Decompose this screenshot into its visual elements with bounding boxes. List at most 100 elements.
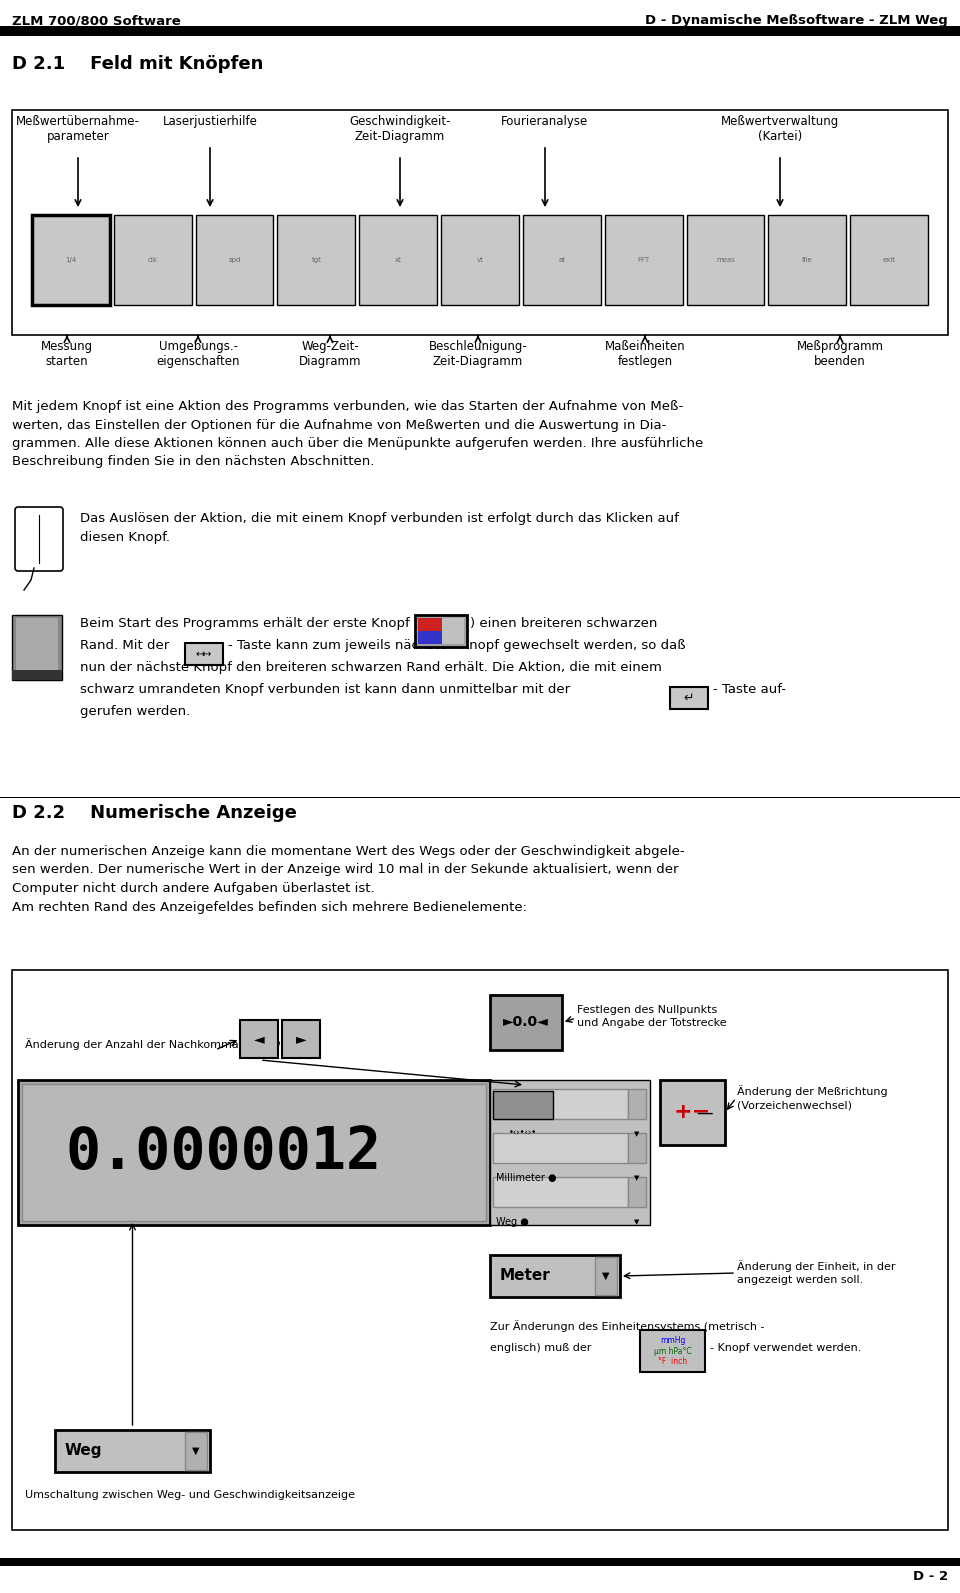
Text: °F  inch: °F inch: [658, 1357, 687, 1367]
Bar: [418, 618, 442, 631]
Text: mmHg: mmHg: [660, 1337, 685, 1344]
Text: schwarz umrandeten Knopf verbunden ist kann dann unmittelbar mit der: schwarz umrandeten Knopf verbunden ist k…: [80, 683, 570, 696]
Text: µm hPa°C: µm hPa°C: [654, 1346, 691, 1356]
Text: file: file: [802, 256, 813, 263]
Text: englisch) muß der: englisch) muß der: [490, 1343, 591, 1352]
Bar: [0, 1558, 960, 1566]
Bar: [851, 215, 928, 304]
Text: D - 2: D - 2: [913, 1571, 948, 1583]
Text: Geschwindigkeit-
Zeit-Diagramm: Geschwindigkeit- Zeit-Diagramm: [349, 115, 451, 143]
Text: Maßeinheiten
festlegen: Maßeinheiten festlegen: [605, 339, 685, 368]
Text: Änderung der Einheit, in der
angezeigt werden soll.: Änderung der Einheit, in der angezeigt w…: [737, 1260, 896, 1286]
Text: ◄: ◄: [253, 1032, 264, 1047]
Text: +−: +−: [674, 1102, 711, 1123]
Text: xt: xt: [395, 256, 401, 263]
Bar: [493, 1090, 628, 1118]
Bar: [12, 615, 62, 680]
Text: Weg: Weg: [65, 1443, 103, 1459]
Text: D - Dynamische Meßsoftware - ZLM Weg: D - Dynamische Meßsoftware - ZLM Weg: [645, 14, 948, 27]
Text: Beschleunigung-
Zeit-Diagramm: Beschleunigung- Zeit-Diagramm: [428, 339, 527, 368]
Text: Festlegen des Nullpunkts
und Angabe der Totstrecke: Festlegen des Nullpunkts und Angabe der …: [577, 1005, 727, 1027]
Text: ↤↦: ↤↦: [196, 648, 212, 660]
Text: ▼: ▼: [192, 1446, 200, 1456]
FancyBboxPatch shape: [15, 507, 63, 570]
Text: - Taste kann zum jeweils nächsten Knopf gewechselt werden, so daß: - Taste kann zum jeweils nächsten Knopf …: [228, 639, 685, 652]
Bar: [0, 25, 960, 37]
Bar: [523, 215, 601, 304]
Bar: [628, 1177, 646, 1207]
Text: ) einen breiteren schwarzen: ) einen breiteren schwarzen: [470, 616, 658, 629]
Text: - Taste auf-: - Taste auf-: [713, 683, 786, 696]
Text: Änderung der Meßrichtung
(Vorzeichenwechsel): Änderung der Meßrichtung (Vorzeichenwech…: [737, 1085, 888, 1110]
Text: Das Auslösen der Aktion, die mit einem Knopf verbunden ist erfolgt durch das Kli: Das Auslösen der Aktion, die mit einem K…: [80, 511, 679, 543]
Bar: [493, 1177, 628, 1207]
Text: D 2.2    Numerische Anzeige: D 2.2 Numerische Anzeige: [12, 804, 297, 822]
Bar: [670, 687, 708, 709]
Bar: [16, 618, 58, 677]
Text: ►: ►: [296, 1032, 306, 1047]
Text: ▼: ▼: [635, 1219, 639, 1225]
Text: ▼: ▼: [635, 1131, 639, 1137]
Bar: [55, 1431, 210, 1472]
Bar: [185, 644, 223, 664]
Bar: [490, 1080, 650, 1225]
Text: ZLM 700/800 Software: ZLM 700/800 Software: [12, 14, 180, 27]
Bar: [32, 215, 109, 304]
Bar: [12, 110, 948, 335]
Text: Umschaltung zwischen Weg- und Geschwindigkeitsanzeige: Umschaltung zwischen Weg- und Geschwindi…: [25, 1489, 355, 1501]
Text: 1/4: 1/4: [65, 256, 77, 263]
Text: 0.0000012: 0.0000012: [66, 1125, 382, 1180]
Text: Millimeter ●: Millimeter ●: [496, 1172, 557, 1184]
Bar: [640, 1330, 705, 1372]
Bar: [418, 631, 442, 644]
Bar: [660, 1080, 725, 1145]
Bar: [628, 1133, 646, 1163]
Bar: [18, 1080, 490, 1225]
Bar: [490, 1255, 620, 1297]
Text: Beim Start des Programms erhält der erste Knopf (: Beim Start des Programms erhält der erst…: [80, 616, 420, 629]
Text: D 2.1    Feld mit Knöpfen: D 2.1 Feld mit Knöpfen: [12, 56, 263, 73]
Bar: [282, 1020, 320, 1058]
Bar: [595, 1257, 617, 1295]
Text: Rand. Mit der: Rand. Mit der: [80, 639, 169, 652]
Bar: [12, 970, 948, 1529]
Text: Umgebungs.-
eigenschaften: Umgebungs.- eigenschaften: [156, 339, 240, 368]
Text: at: at: [559, 256, 565, 263]
Bar: [628, 1090, 646, 1118]
Bar: [240, 1020, 278, 1058]
Bar: [415, 615, 467, 647]
Bar: [359, 215, 437, 304]
Bar: [686, 215, 764, 304]
Text: •‹›•‹›•: •‹›•‹›•: [509, 1128, 537, 1137]
Bar: [114, 215, 192, 304]
Text: gerufen werden.: gerufen werden.: [80, 706, 190, 718]
Bar: [418, 618, 464, 644]
Text: exit: exit: [882, 256, 896, 263]
Bar: [185, 1432, 207, 1470]
Text: Mit jedem Knopf ist eine Aktion des Programms verbunden, wie das Starten der Auf: Mit jedem Knopf ist eine Aktion des Prog…: [12, 400, 704, 468]
Text: ↵: ↵: [684, 691, 694, 704]
Text: ▼: ▼: [635, 1176, 639, 1180]
Text: - Knopf verwendet werden.: - Knopf verwendet werden.: [710, 1343, 861, 1352]
Bar: [493, 1133, 628, 1163]
Text: nun der nächste Knopf den breiteren schwarzen Rand erhält. Die Aktion, die mit e: nun der nächste Knopf den breiteren schw…: [80, 661, 661, 674]
Text: Meßwertübernahme-
parameter: Meßwertübernahme- parameter: [16, 115, 140, 143]
Text: Weg-Zeit-
Diagramm: Weg-Zeit- Diagramm: [299, 339, 361, 368]
Text: ►0.0◄: ►0.0◄: [503, 1015, 549, 1029]
Text: Meter: Meter: [500, 1268, 551, 1284]
Text: spd: spd: [228, 256, 241, 263]
Text: Fourieranalyse: Fourieranalyse: [501, 115, 588, 127]
Text: Meßwertverwaltung
(Kartei): Meßwertverwaltung (Kartei): [721, 115, 839, 143]
Text: clk: clk: [148, 256, 157, 263]
Bar: [22, 1083, 486, 1220]
Text: vt: vt: [476, 256, 484, 263]
Text: Änderung der Anzahl der Nachkommastellen: Änderung der Anzahl der Nachkommastellen: [25, 1039, 276, 1050]
Text: ▼: ▼: [602, 1271, 610, 1281]
Text: Zur Änderungn des Einheitensystems (metrisch -: Zur Änderungn des Einheitensystems (metr…: [490, 1321, 764, 1332]
Bar: [277, 215, 355, 304]
Text: —: —: [696, 1104, 713, 1121]
Bar: [493, 1091, 553, 1118]
Bar: [490, 996, 562, 1050]
Text: Messung
starten: Messung starten: [41, 339, 93, 368]
Text: Meßprogramm
beenden: Meßprogramm beenden: [797, 339, 883, 368]
